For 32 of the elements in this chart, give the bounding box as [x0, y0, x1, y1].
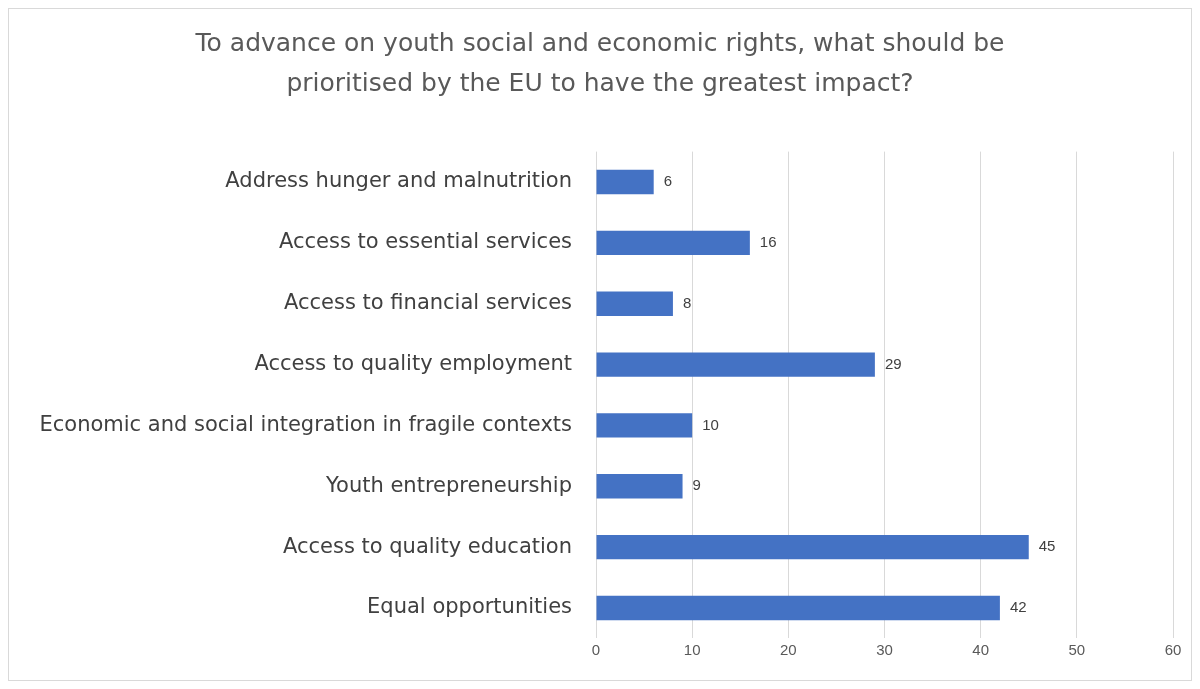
bar	[596, 595, 1000, 621]
x-tick-label: 0	[591, 640, 601, 658]
y-tick-label: Address hunger and malnutrition	[225, 168, 572, 193]
bar	[596, 169, 654, 195]
x-tick-label: 20	[779, 640, 797, 658]
chart-title: To advance on youth social and economic rights, what should be prioritised by the EU to have the greatest impact?	[194, 27, 1006, 99]
data-label: 29	[884, 354, 902, 372]
y-tick-label: Youth entrepreneurship	[325, 472, 572, 497]
y-tick-label: Access to financial services	[284, 290, 572, 315]
x-tick-label: 60	[1164, 640, 1182, 658]
x-tick-label: 40	[972, 640, 990, 658]
bar	[596, 230, 750, 256]
y-tick-label: Access to quality employment	[254, 351, 572, 376]
data-label: 42	[1009, 598, 1027, 616]
y-tick-label: Equal opportunities	[367, 594, 572, 619]
data-label: 16	[759, 233, 777, 251]
bar	[596, 291, 673, 316]
x-tick-label: 10	[683, 640, 701, 658]
y-tick-label: Access to quality education	[282, 533, 572, 558]
data-label: 45	[1038, 537, 1056, 555]
bar	[596, 352, 875, 377]
data-label: 10	[702, 415, 719, 433]
data-label: 8	[682, 293, 692, 311]
y-tick-label: Access to essential services	[279, 229, 572, 254]
x-tick-label: 50	[1068, 640, 1086, 658]
bar	[596, 534, 1029, 560]
y-tick-label: Economic and social integration in fragile contexts	[39, 411, 572, 436]
data-label: 9	[692, 476, 701, 494]
x-tick-label: 30	[876, 640, 893, 658]
data-label: 6	[663, 172, 673, 190]
bar	[596, 413, 693, 438]
bar	[596, 474, 683, 499]
